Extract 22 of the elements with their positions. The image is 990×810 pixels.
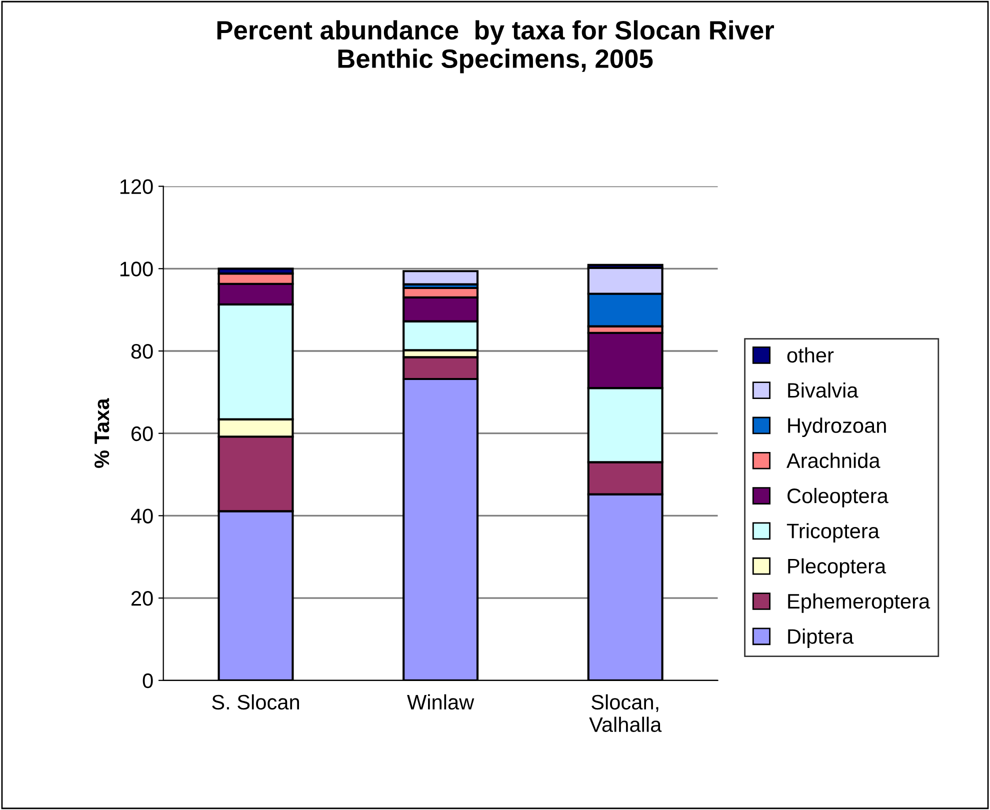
y-tick-label: 0 bbox=[142, 673, 153, 688]
y-tick-label: 40 bbox=[130, 508, 153, 524]
legend-label: Tricoptera bbox=[786, 523, 880, 543]
x-tick-label: Slocan, Valhalla bbox=[589, 694, 662, 732]
legend-label: Arachnida bbox=[786, 452, 880, 468]
legend-label: Hydrozoan bbox=[788, 418, 886, 438]
chart-title: Percent abundance by taxa for Slocan River Benthic Specimens, 2005 bbox=[217, 20, 774, 74]
y-tick-label: 20 bbox=[132, 591, 153, 606]
legend-label: Diptera bbox=[788, 628, 854, 648]
legend-label: Plecoptera bbox=[788, 558, 886, 578]
legend-label: Bivalvia bbox=[788, 382, 858, 398]
y-tick-label: 120 bbox=[120, 179, 153, 194]
x-tick-label: Winlaw bbox=[407, 694, 474, 710]
legend-label: other bbox=[787, 347, 834, 363]
bar bbox=[402, 270, 479, 286]
y-axis-title: % Taxa bbox=[94, 398, 110, 468]
legend-label: Coleoptera bbox=[788, 488, 888, 508]
y-tick-label: 80 bbox=[131, 344, 153, 359]
x-tick-label: S. Slocan bbox=[212, 694, 299, 710]
y-tick-label: 100 bbox=[120, 262, 153, 276]
y-tick-label: 60 bbox=[132, 426, 153, 442]
legend-label: Ephemeroptera bbox=[788, 593, 930, 613]
